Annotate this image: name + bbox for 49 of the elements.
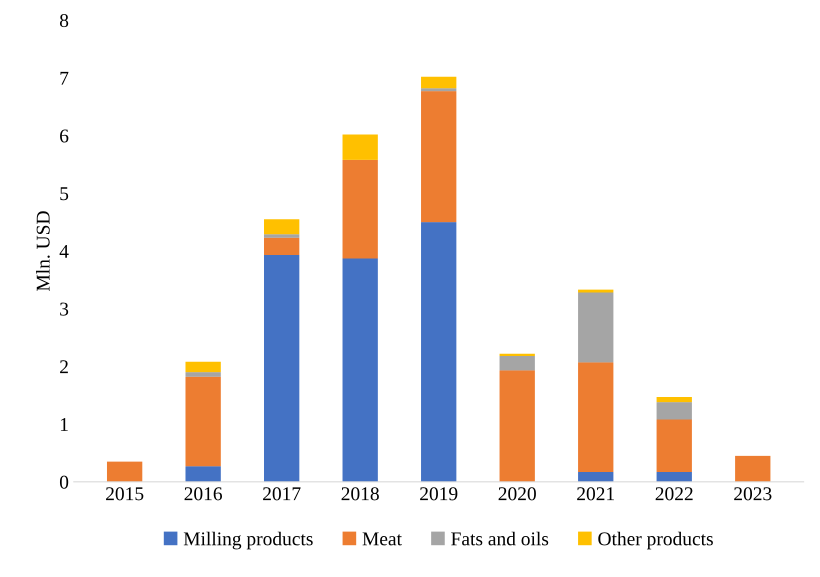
- y-tick-label: 1: [60, 418, 68, 431]
- bar: [656, 396, 692, 402]
- x-tick-label: 2018: [342, 487, 379, 500]
- bar: [656, 419, 692, 472]
- bar: [342, 160, 378, 258]
- bar: [656, 472, 692, 482]
- x-tick-label: 2015: [106, 487, 144, 500]
- x-tick-label: 2017: [263, 487, 301, 500]
- x-tick-label: 2023: [734, 487, 772, 500]
- y-tick-label: 3: [60, 302, 68, 316]
- x-tick-label: 2021: [577, 487, 614, 500]
- bar: [185, 372, 221, 377]
- y-tick-label: 8: [60, 14, 68, 28]
- x-tick-label: 2022: [656, 487, 693, 500]
- bar: [342, 134, 378, 160]
- bar: [185, 362, 221, 372]
- bar: [500, 356, 535, 370]
- legend-label: Fats and oils: [451, 532, 548, 546]
- bar: [421, 76, 456, 88]
- legend-label: Meat: [362, 532, 402, 546]
- bar: [578, 472, 614, 482]
- bar: [578, 362, 614, 472]
- y-axis-title: Mln. USD: [36, 211, 50, 291]
- bar: [185, 466, 221, 482]
- bar: [421, 91, 456, 222]
- legend-label: Other products: [598, 532, 713, 550]
- bar: [578, 290, 614, 293]
- x-tick-label: 2019: [420, 487, 458, 500]
- x-tick-label: 2020: [498, 487, 536, 500]
- y-tick-label: 7: [60, 72, 68, 85]
- y-tick-label: 6: [60, 129, 68, 143]
- x-tick-label: 2016: [184, 487, 222, 500]
- bar: [735, 456, 770, 482]
- legend-label: Milling products: [184, 532, 313, 550]
- y-tick-label: 4: [60, 244, 69, 258]
- bar: [106, 462, 142, 482]
- bar: [500, 370, 535, 482]
- bar: [656, 402, 692, 420]
- bar: [342, 258, 378, 482]
- bar: [185, 376, 221, 466]
- y-tick-label: 2: [60, 360, 68, 374]
- y-tick-label: 5: [60, 187, 68, 200]
- bar: [264, 255, 300, 482]
- bar: [500, 354, 535, 356]
- y-tick-label: 0: [60, 476, 68, 489]
- bar: [264, 238, 300, 256]
- bar: [421, 222, 456, 482]
- bar: [578, 292, 614, 362]
- bar: [264, 219, 300, 234]
